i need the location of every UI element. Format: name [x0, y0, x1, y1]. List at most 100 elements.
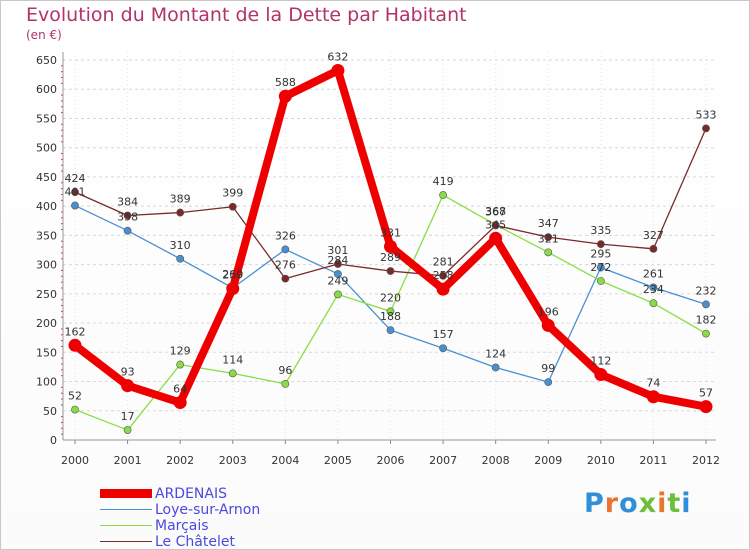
legend: ARDENAIS Loye-sur-Arnon Marçais Le Châte… [100, 486, 360, 550]
y-tick-label: 0 [50, 434, 57, 447]
data-label: 367 [485, 205, 506, 218]
data-label: 188 [380, 310, 401, 323]
data-point [702, 300, 710, 309]
legend-item-le-chatelet: Le Châtelet [100, 534, 360, 550]
legend-label-le-chatelet: Le Châtelet [155, 534, 235, 550]
x-tick-label: 2004 [271, 454, 299, 467]
data-label: 284 [327, 254, 348, 267]
data-point [123, 426, 132, 434]
data-label: 249 [327, 274, 348, 287]
data-label: 399 [222, 187, 243, 200]
data-point [439, 344, 447, 353]
chart-title: Evolution du Montant de la Dette par Hab… [26, 4, 467, 26]
data-point [594, 368, 608, 382]
data-label: 327 [643, 229, 664, 242]
data-point [121, 379, 135, 393]
data-label: 17 [121, 410, 135, 423]
data-label: 258 [433, 269, 454, 282]
data-label: 182 [696, 314, 717, 327]
data-label: 401 [65, 186, 86, 199]
data-label: 419 [433, 175, 454, 188]
data-label: 114 [222, 353, 243, 366]
data-label: 389 [170, 193, 191, 206]
data-point [173, 396, 187, 410]
data-point [646, 390, 660, 404]
data-label: 335 [590, 224, 611, 237]
data-point [334, 290, 342, 299]
data-point [384, 239, 397, 253]
data-point [228, 369, 237, 378]
data-point [544, 248, 553, 257]
data-point [278, 89, 292, 103]
data-point [176, 254, 185, 263]
data-label: 57 [699, 387, 713, 400]
data-point [702, 124, 710, 133]
data-point [71, 201, 79, 210]
y-tick-label: 250 [36, 288, 57, 301]
y-tick-label: 350 [36, 229, 57, 242]
data-point [439, 191, 447, 199]
data-label: 345 [485, 218, 506, 231]
legend-item-ardenais: ARDENAIS [100, 486, 360, 502]
data-label: 295 [590, 248, 611, 261]
x-tick-label: 2002 [166, 454, 194, 467]
data-point [596, 240, 605, 249]
data-point [386, 307, 395, 316]
data-point [649, 283, 658, 292]
data-label: 99 [541, 362, 555, 375]
data-label: 162 [65, 325, 86, 338]
data-label: 272 [590, 261, 611, 274]
data-label: 234 [643, 283, 664, 296]
data-label: 301 [327, 244, 348, 257]
data-label: 74 [646, 377, 660, 390]
data-label: 281 [433, 256, 454, 269]
data-label: 64 [173, 383, 187, 396]
legend-swatch-marcais [100, 525, 152, 526]
data-label: 384 [117, 196, 138, 209]
data-point [331, 64, 345, 78]
data-point [228, 202, 237, 211]
legend-swatch-loye-sur-arnon [100, 509, 152, 510]
data-point [226, 282, 240, 296]
data-point [649, 244, 658, 253]
logo-letter: x [638, 488, 658, 519]
x-tick-label: 2011 [639, 454, 667, 467]
data-label: 347 [538, 217, 559, 230]
data-point [281, 379, 290, 388]
legend-swatch-le-chatelet [100, 541, 152, 542]
data-point [123, 226, 132, 235]
data-label: 261 [643, 267, 664, 280]
x-tick-label: 2006 [377, 454, 405, 467]
legend-item-loye-sur-arnon: Loye-sur-Arnon [100, 502, 360, 518]
logo-letter: P [584, 488, 605, 519]
legend-label-loye-sur-arnon: Loye-sur-Arnon [155, 502, 261, 518]
data-point [491, 363, 500, 372]
data-label: 358 [117, 211, 138, 224]
x-tick-label: 2005 [324, 454, 352, 467]
y-tick-label: 500 [36, 142, 57, 155]
data-label: 232 [696, 284, 717, 297]
logo-letter: r [604, 488, 620, 519]
y-tick-label: 450 [36, 171, 57, 184]
data-point [649, 299, 658, 308]
data-point [436, 282, 450, 296]
data-label: 259 [222, 269, 243, 282]
data-point [489, 231, 503, 245]
y-tick-label: 200 [36, 317, 57, 330]
data-point [71, 188, 79, 197]
data-point [541, 318, 555, 332]
x-tick-label: 2007 [429, 454, 457, 467]
data-label: 129 [170, 345, 191, 358]
x-tick-label: 2010 [587, 454, 615, 467]
data-label: 326 [275, 229, 296, 242]
y-tick-label: 550 [36, 112, 57, 125]
data-label: 310 [170, 239, 191, 252]
logo-letter: o [619, 488, 639, 519]
data-point [176, 208, 185, 217]
data-point [68, 338, 82, 352]
data-label: 124 [485, 348, 506, 361]
data-point [699, 400, 713, 414]
data-point [544, 378, 553, 387]
